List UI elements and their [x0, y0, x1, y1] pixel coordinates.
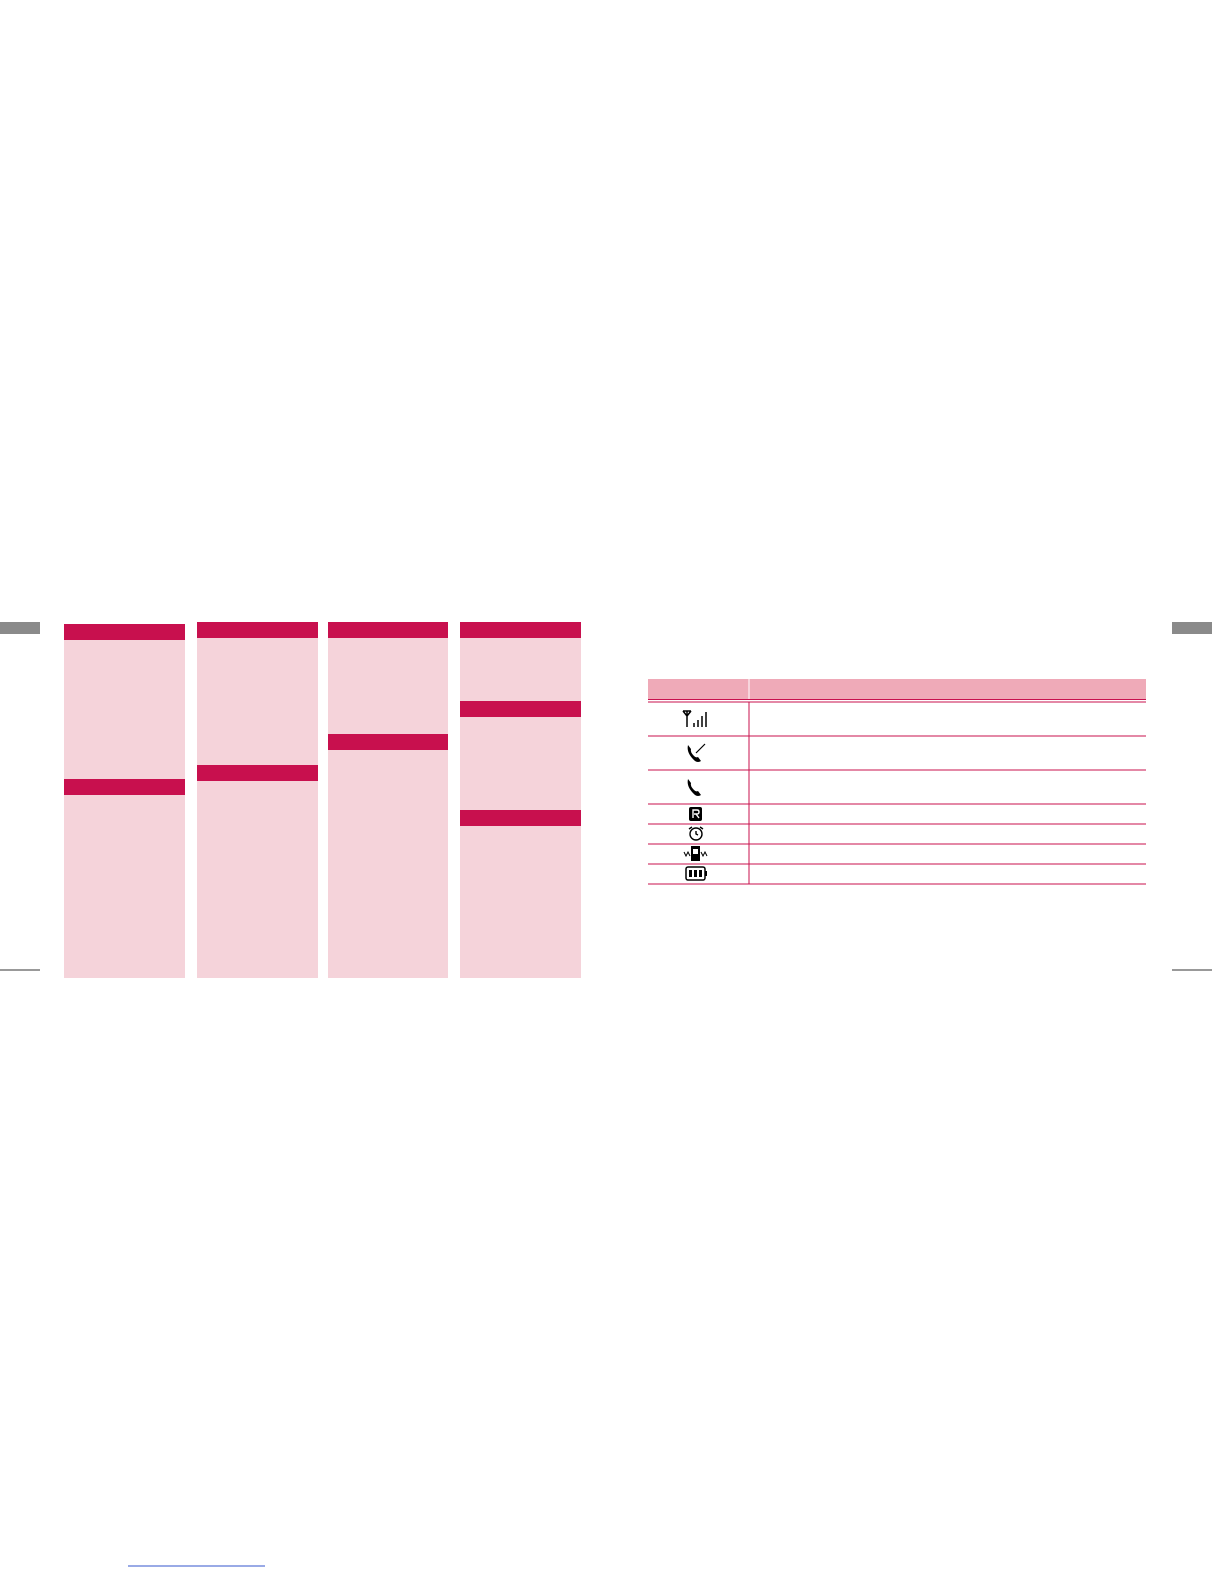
panel-header	[64, 624, 185, 640]
table-header	[648, 679, 1146, 699]
panel-header	[460, 810, 581, 826]
panel-header	[460, 622, 581, 638]
panel-header	[197, 622, 318, 638]
panel	[197, 622, 318, 978]
left-tab	[0, 622, 40, 634]
panel	[460, 622, 581, 978]
panel	[64, 624, 185, 978]
call-icon	[687, 779, 701, 796]
battery-icon	[685, 866, 707, 881]
panel-header	[328, 622, 448, 638]
roaming-icon	[689, 807, 702, 821]
alarm-icon	[688, 826, 704, 841]
panel-header	[328, 734, 448, 750]
column-1	[64, 624, 185, 978]
panel	[328, 622, 448, 978]
column-4	[460, 622, 581, 978]
column-2	[197, 622, 318, 978]
panel-header	[197, 765, 318, 781]
vibrate-icon	[683, 846, 708, 861]
missed-call-icon	[687, 743, 706, 762]
panel-header	[64, 779, 185, 795]
signal-icon	[682, 710, 707, 727]
right-tab	[1172, 622, 1212, 634]
icon-table	[648, 679, 1146, 885]
panel-header	[460, 701, 581, 717]
column-3	[328, 622, 448, 978]
